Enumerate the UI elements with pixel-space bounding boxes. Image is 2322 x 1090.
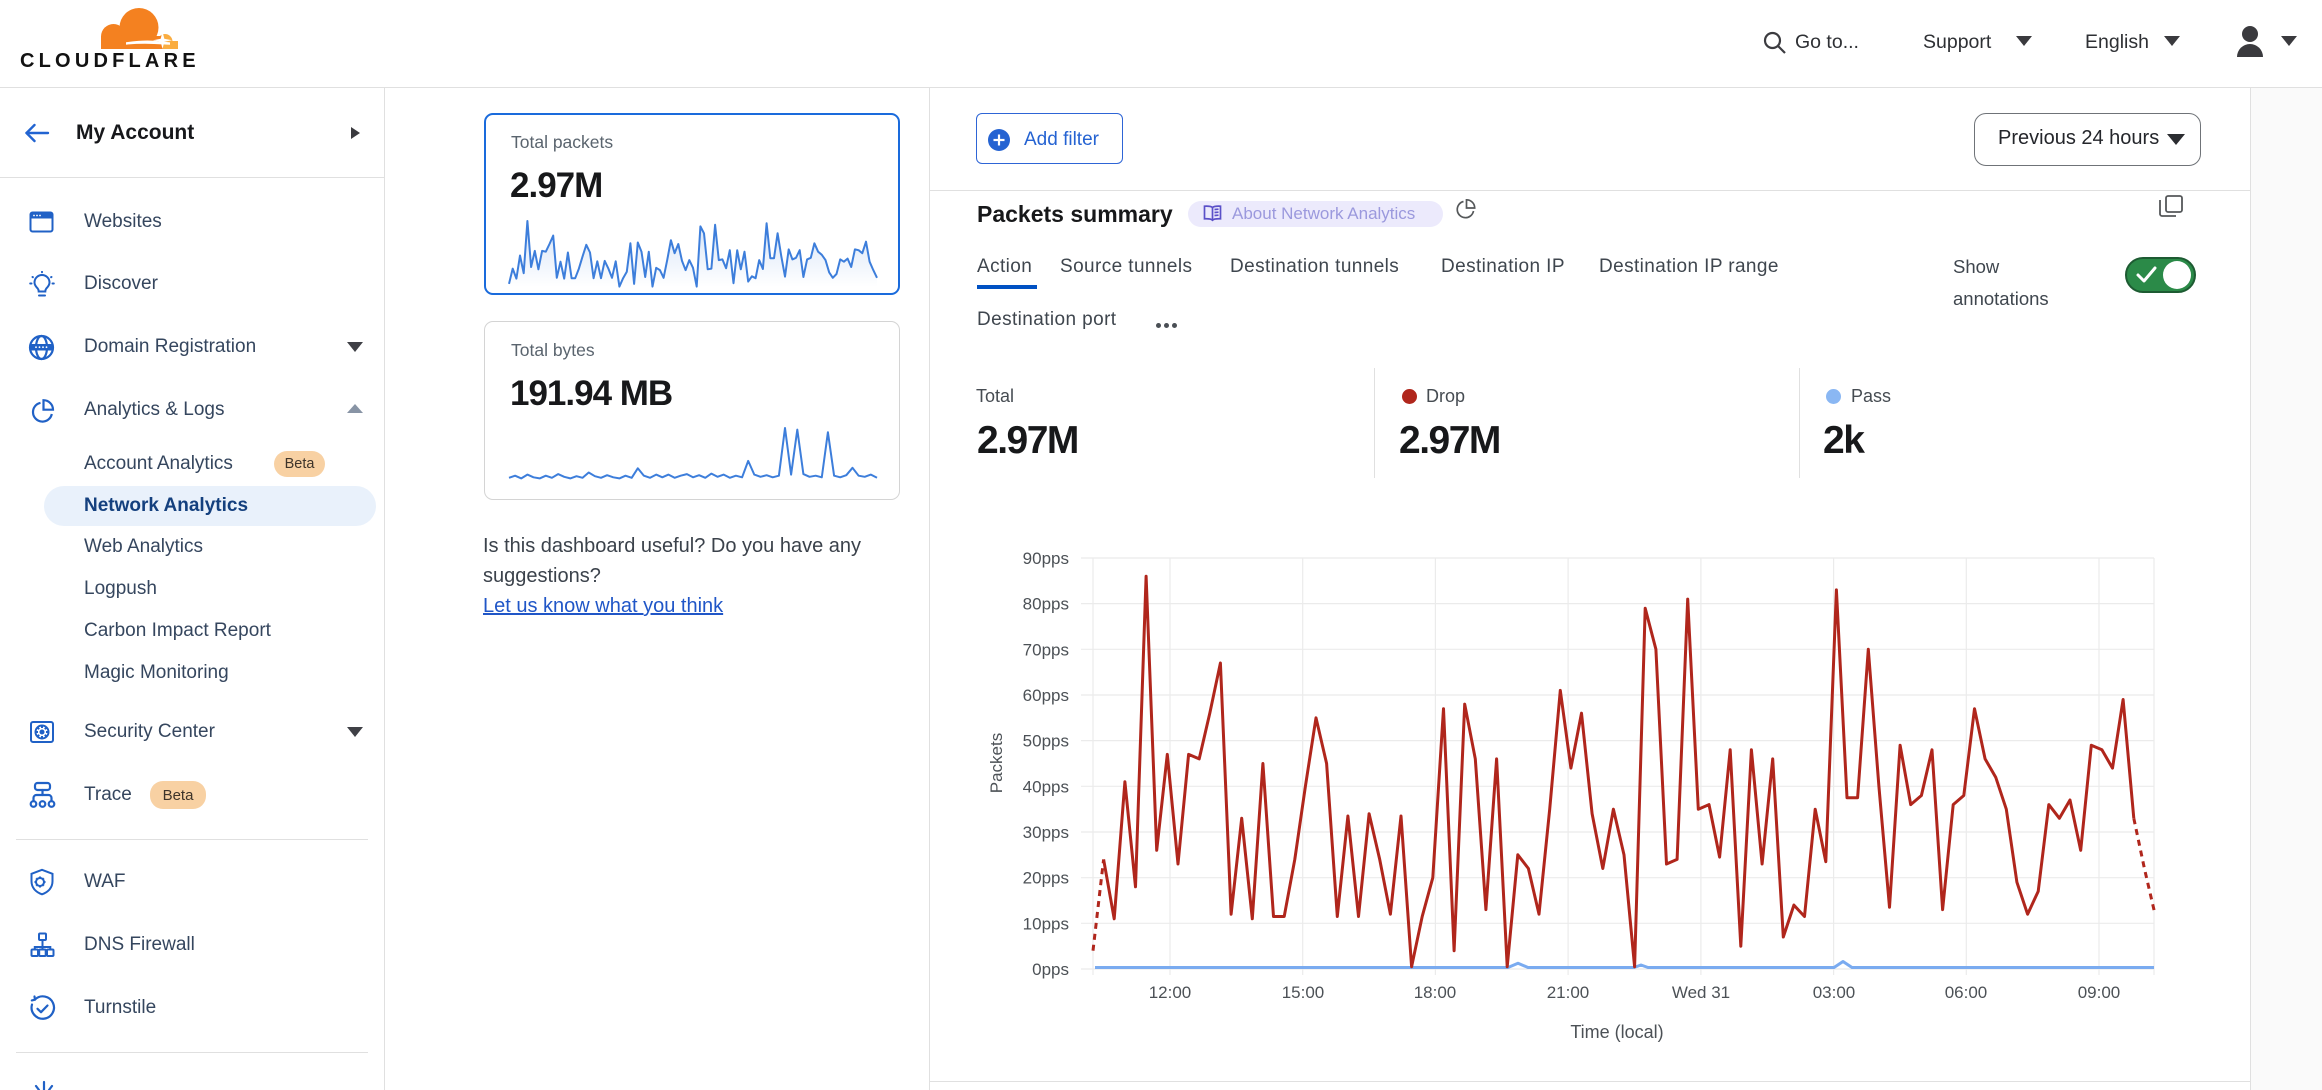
svg-text:Wed 31: Wed 31 (1672, 983, 1730, 1002)
svg-text:60pps: 60pps (1023, 686, 1069, 705)
svg-text:50pps: 50pps (1023, 732, 1069, 751)
svg-text:03:00: 03:00 (1813, 983, 1856, 1002)
svg-text:06:00: 06:00 (1945, 983, 1988, 1002)
svg-text:21:00: 21:00 (1547, 983, 1590, 1002)
svg-text:10pps: 10pps (1023, 914, 1069, 933)
svg-text:09:00: 09:00 (2078, 983, 2121, 1002)
svg-text:Time (local): Time (local) (1570, 1022, 1663, 1042)
svg-text:18:00: 18:00 (1414, 983, 1457, 1002)
svg-text:0pps: 0pps (1032, 960, 1069, 979)
svg-text:12:00: 12:00 (1149, 983, 1192, 1002)
svg-text:90pps: 90pps (1023, 549, 1069, 568)
svg-text:20pps: 20pps (1023, 869, 1069, 888)
svg-text:Packets: Packets (987, 733, 1006, 793)
svg-text:40pps: 40pps (1023, 777, 1069, 796)
svg-text:15:00: 15:00 (1282, 983, 1325, 1002)
svg-text:70pps: 70pps (1023, 640, 1069, 659)
svg-text:80pps: 80pps (1023, 595, 1069, 614)
svg-text:30pps: 30pps (1023, 823, 1069, 842)
